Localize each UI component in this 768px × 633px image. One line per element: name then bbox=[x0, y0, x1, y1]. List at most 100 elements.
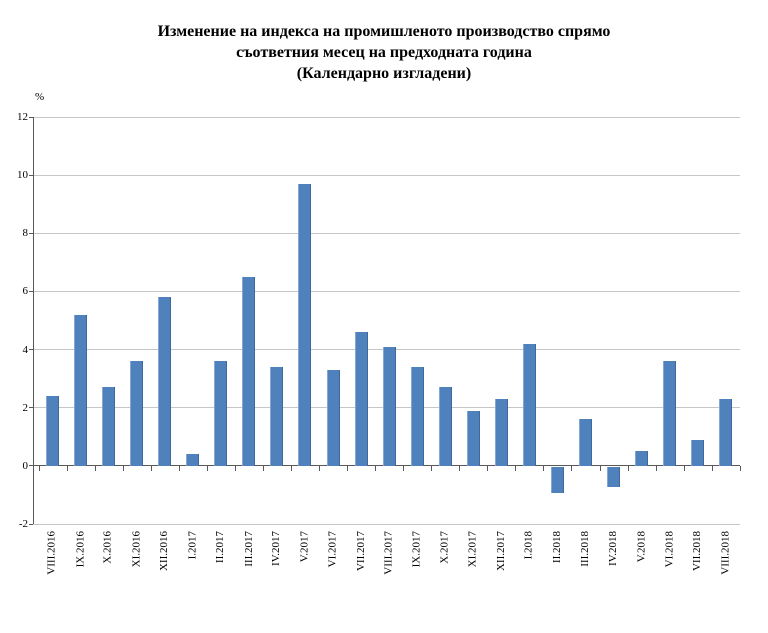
bar-III.2018 bbox=[578, 419, 592, 466]
x-axis-tick bbox=[515, 465, 517, 471]
y-axis-tick bbox=[29, 349, 33, 351]
y-axis-tick bbox=[29, 523, 33, 525]
bar-IV.2017 bbox=[270, 367, 284, 466]
x-axis-tick bbox=[122, 465, 124, 471]
x-axis-label-III.2018: III.2018 bbox=[578, 531, 591, 567]
bar-VIII.2017 bbox=[382, 346, 396, 466]
bar-X.2017 bbox=[438, 387, 452, 466]
bar-XI.2016 bbox=[130, 361, 144, 466]
x-axis-label-VIII.2016: VIII.2016 bbox=[46, 531, 59, 575]
bar-VIII.2018 bbox=[719, 398, 733, 466]
gridline-6 bbox=[33, 290, 740, 292]
x-axis-label-VI.2018: VI.2018 bbox=[663, 531, 676, 568]
bar-I.2018 bbox=[522, 343, 536, 466]
x-axis-tick bbox=[543, 465, 545, 471]
x-axis-label-II.2017: II.2017 bbox=[214, 531, 227, 564]
y-axis-label-10: 10 bbox=[17, 169, 28, 182]
x-axis-label-I.2018: I.2018 bbox=[522, 531, 535, 560]
x-axis-label-III.2017: III.2017 bbox=[242, 531, 255, 567]
y-axis-label--2: -2 bbox=[18, 518, 28, 530]
x-axis-label-X.2016: X.2016 bbox=[102, 531, 115, 564]
x-axis-label-V.2018: V.2018 bbox=[635, 531, 648, 563]
x-axis-tick bbox=[655, 465, 657, 471]
x-axis-zero-line bbox=[33, 465, 740, 467]
bar-V.2017 bbox=[298, 183, 312, 466]
bar-IV.2018 bbox=[607, 466, 621, 488]
x-axis-tick bbox=[66, 465, 68, 471]
y-axis-tick bbox=[29, 290, 33, 292]
x-axis-label-IX.2017: IX.2017 bbox=[410, 531, 423, 568]
x-axis-tick bbox=[599, 465, 601, 471]
y-axis-label-6: 6 bbox=[22, 285, 29, 298]
chart-title-line-2: съответния месец на предходната година bbox=[236, 44, 532, 61]
x-axis-tick bbox=[683, 465, 685, 471]
x-axis-tick bbox=[178, 465, 180, 471]
y-axis-label-4: 4 bbox=[22, 343, 29, 356]
y-axis-label-8: 8 bbox=[22, 227, 29, 240]
x-axis-tick bbox=[627, 465, 629, 471]
x-axis-tick bbox=[739, 465, 741, 471]
y-axis-label-2: 2 bbox=[22, 401, 29, 414]
bar-IX.2017 bbox=[410, 367, 424, 466]
gridline--2 bbox=[33, 523, 740, 525]
x-axis-tick bbox=[711, 465, 713, 471]
x-axis-label-X.2017: X.2017 bbox=[438, 531, 451, 564]
x-axis-label-XII.2017: XII.2017 bbox=[494, 531, 507, 572]
x-axis-tick bbox=[459, 465, 461, 471]
x-axis-label-VIII.2017: VIII.2017 bbox=[382, 531, 395, 575]
x-axis-label-I.2017: I.2017 bbox=[186, 531, 199, 560]
bar-VI.2017 bbox=[326, 369, 340, 466]
y-axis-tick bbox=[29, 174, 33, 176]
bar-II.2018 bbox=[550, 466, 564, 493]
bar-VII.2018 bbox=[691, 439, 705, 466]
x-axis-tick bbox=[206, 465, 208, 471]
x-axis-tick bbox=[262, 465, 264, 471]
bar-III.2017 bbox=[242, 276, 256, 466]
chart-title-line-1: Изменение на индекса на промишленото про… bbox=[157, 23, 611, 40]
x-axis-label-VI.2017: VI.2017 bbox=[326, 531, 339, 568]
bar-VIII.2016 bbox=[46, 396, 60, 466]
y-axis-tick bbox=[29, 465, 33, 467]
chart-title-line-3: (Календарно изгладени) bbox=[296, 65, 472, 82]
x-axis-label-XII.2016: XII.2016 bbox=[158, 531, 171, 572]
bar-X.2016 bbox=[102, 387, 116, 466]
x-axis-label-VII.2018: VII.2018 bbox=[691, 531, 704, 572]
x-axis-label-XI.2017: XI.2017 bbox=[466, 531, 479, 568]
x-axis-label-IX.2016: IX.2016 bbox=[74, 531, 87, 568]
bar-VII.2017 bbox=[354, 332, 368, 466]
x-axis-tick bbox=[431, 465, 433, 471]
x-axis-tick bbox=[403, 465, 405, 471]
x-axis-label-IV.2018: IV.2018 bbox=[607, 531, 620, 566]
x-axis-tick bbox=[319, 465, 320, 471]
x-axis-label-V.2017: V.2017 bbox=[298, 531, 311, 563]
bar-IX.2016 bbox=[74, 314, 88, 466]
x-axis-label-II.2018: II.2018 bbox=[550, 531, 563, 564]
bar-VI.2018 bbox=[663, 361, 677, 466]
y-axis-label-12: 12 bbox=[17, 111, 28, 123]
bar-XI.2017 bbox=[466, 410, 480, 466]
x-axis-label-VIII.2018: VIII.2018 bbox=[719, 531, 732, 575]
x-axis-tick bbox=[290, 465, 292, 471]
x-axis-tick bbox=[571, 465, 573, 471]
gridline-10 bbox=[33, 174, 740, 176]
bar-V.2018 bbox=[635, 451, 649, 466]
y-axis-label-0: 0 bbox=[22, 459, 29, 472]
x-axis-tick bbox=[150, 465, 152, 471]
x-axis-tick bbox=[38, 465, 40, 471]
bar-II.2017 bbox=[214, 361, 228, 466]
x-axis-label-VII.2017: VII.2017 bbox=[354, 531, 367, 572]
x-axis-tick bbox=[487, 465, 489, 471]
y-axis-tick bbox=[29, 116, 33, 118]
x-axis-tick bbox=[234, 465, 236, 471]
x-axis-label-XI.2016: XI.2016 bbox=[130, 531, 143, 568]
bar-XII.2016 bbox=[158, 297, 172, 466]
y-axis-tick bbox=[29, 407, 33, 409]
gridline-12 bbox=[33, 116, 740, 118]
y-axis-tick bbox=[29, 232, 33, 234]
gridline-8 bbox=[33, 232, 740, 234]
x-axis-tick bbox=[375, 465, 377, 471]
y-axis-line bbox=[33, 117, 34, 524]
chart-title: Изменение на индекса на промишленото про… bbox=[0, 21, 768, 84]
y-axis-unit-label: % bbox=[35, 91, 45, 103]
